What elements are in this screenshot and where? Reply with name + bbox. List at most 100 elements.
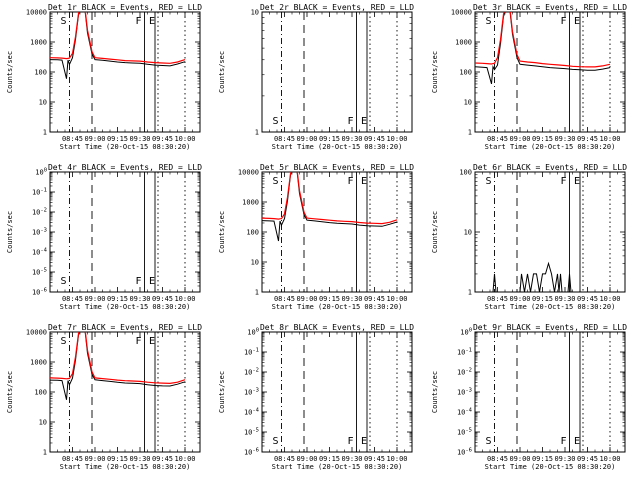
y-tick-label-base: 10 bbox=[32, 229, 40, 237]
y-tick-label: 1 bbox=[255, 289, 259, 297]
panel-det-1: Det 1r BLACK = Events, RED = LLD 1 10 100 10… bbox=[6, 3, 202, 151]
x-tick-label: 08:45 bbox=[62, 295, 83, 303]
y-tick-label: 10 bbox=[464, 229, 472, 237]
series-lld-line bbox=[475, 12, 611, 68]
x-tick-label: 10:00 bbox=[386, 135, 407, 143]
x-tick-label: 08:45 bbox=[487, 295, 508, 303]
series-lld-line bbox=[50, 332, 186, 385]
y-tick-label: 10-5 bbox=[457, 428, 472, 437]
series-events-line bbox=[262, 172, 398, 242]
y-tick-label-exp: -2 bbox=[465, 368, 472, 374]
plot-frame bbox=[49, 331, 201, 453]
panel-title: Det 9r BLACK = Events, RED = LLD bbox=[473, 323, 627, 332]
y-tick-label: 10-3 bbox=[457, 388, 472, 397]
plot-frame bbox=[49, 11, 201, 133]
event-marker-label: E bbox=[361, 436, 367, 447]
y-tick-label-base: 10 bbox=[32, 189, 40, 197]
y-tick-label: 10-4 bbox=[244, 408, 260, 417]
y-axis-label: Counts/sec bbox=[6, 371, 14, 413]
x-tick-label: 09:00 bbox=[84, 135, 105, 143]
y-tick-label-exp: -5 bbox=[465, 428, 472, 434]
y-tick-label-base: 10 bbox=[244, 409, 252, 417]
y-tick-label-base: 10 bbox=[457, 449, 465, 457]
y-tick-label: 10-5 bbox=[32, 268, 47, 277]
y-tick-label: 1000 bbox=[30, 39, 47, 47]
y-axis-label: Counts/sec bbox=[6, 211, 14, 253]
x-tick-label: 09:45 bbox=[152, 135, 173, 143]
y-tick-label: 10 bbox=[39, 419, 47, 427]
y-tick-label-exp: -2 bbox=[40, 208, 47, 214]
y-tick-label-exp: -5 bbox=[252, 428, 259, 434]
series-events-line bbox=[50, 12, 186, 79]
y-axis-label: Counts/sec bbox=[218, 51, 226, 93]
y-tick-label-exp: -5 bbox=[40, 268, 47, 274]
y-tick-label: 10-5 bbox=[244, 428, 259, 437]
x-tick-label: 09:15 bbox=[532, 295, 553, 303]
y-axis-label: Counts/sec bbox=[431, 51, 439, 93]
y-tick-label-base: 10 bbox=[32, 289, 40, 297]
y-tick-label-exp: -2 bbox=[252, 368, 259, 374]
y-axis-label: Counts/sec bbox=[431, 371, 439, 413]
x-tick-label: 09:15 bbox=[107, 455, 128, 463]
series-lld-line bbox=[262, 172, 398, 225]
panel-title: Det 7r BLACK = Events, RED = LLD bbox=[48, 323, 202, 332]
y-tick-label-exp: -6 bbox=[465, 448, 472, 454]
panel-title: Det 2r BLACK = Events, RED = LLD bbox=[260, 3, 414, 12]
y-tick-label: 10 bbox=[251, 9, 259, 17]
x-axis-label: Start Time (20-Oct-15 08:30:20) bbox=[60, 143, 191, 151]
panel-title: Det 5r BLACK = Events, RED = LLD bbox=[260, 163, 414, 172]
x-tick-label: 08:45 bbox=[274, 295, 295, 303]
y-tick-label: 10-2 bbox=[244, 368, 259, 377]
y-tick-label: 10-3 bbox=[244, 388, 259, 397]
x-tick-label: 09:45 bbox=[577, 135, 598, 143]
x-tick-label: 10:00 bbox=[386, 295, 407, 303]
y-tick-label-exp: 0 bbox=[256, 328, 259, 334]
event-marker-label: S bbox=[61, 336, 67, 347]
event-marker-label: S bbox=[486, 176, 492, 187]
event-marker-label: E bbox=[574, 176, 580, 187]
x-tick-label: 08:45 bbox=[274, 135, 295, 143]
x-axis-label: Start Time (20-Oct-15 08:30:20) bbox=[485, 143, 616, 151]
event-marker-label: F bbox=[561, 176, 567, 187]
x-tick-label: 10:00 bbox=[386, 455, 407, 463]
y-tick-label-exp: 0 bbox=[469, 328, 472, 334]
x-axis-label: Start Time (20-Oct-15 08:30:20) bbox=[272, 143, 403, 151]
y-tick-label-base: 10 bbox=[460, 329, 468, 337]
x-tick-label: 10:00 bbox=[174, 135, 195, 143]
x-tick-label: 08:45 bbox=[487, 135, 508, 143]
y-tick-label: 100 bbox=[34, 69, 47, 77]
plot-frame bbox=[474, 11, 626, 133]
panel-det-7: Det 7r BLACK = Events, RED = LLD 1 10 100 10… bbox=[6, 323, 202, 471]
y-tick-label: 10-3 bbox=[32, 228, 47, 237]
x-tick-label: 10:00 bbox=[599, 135, 620, 143]
x-tick-label: 10:00 bbox=[174, 295, 195, 303]
series-events-line bbox=[475, 12, 611, 85]
x-tick-label: 09:30 bbox=[129, 455, 150, 463]
y-tick-label-exp: -3 bbox=[252, 388, 259, 394]
x-tick-label: 09:45 bbox=[152, 295, 173, 303]
x-tick-label: 09:00 bbox=[509, 135, 530, 143]
plot-frame bbox=[474, 331, 626, 453]
x-tick-label: 09:30 bbox=[129, 295, 150, 303]
series-events-line bbox=[475, 261, 610, 292]
y-tick-label: 100 bbox=[35, 168, 47, 177]
panel-det-2: Det 2r BLACK = Events, RED = LLD 1 10 Count… bbox=[218, 3, 414, 151]
x-tick-label: 10:00 bbox=[174, 455, 195, 463]
y-tick-label: 10000 bbox=[238, 169, 259, 177]
y-tick-label-base: 10 bbox=[244, 429, 252, 437]
y-tick-label-exp: -6 bbox=[40, 288, 47, 294]
event-marker-label: F bbox=[348, 176, 354, 187]
x-axis-label: Start Time (20-Oct-15 08:30:20) bbox=[272, 303, 403, 311]
x-tick-label: 09:30 bbox=[341, 455, 362, 463]
y-tick-label-base: 10 bbox=[244, 349, 252, 357]
y-tick-label: 100 bbox=[459, 69, 472, 77]
x-tick-label: 09:15 bbox=[319, 455, 340, 463]
event-marker-label: E bbox=[361, 116, 367, 127]
y-tick-label: 10-1 bbox=[457, 348, 472, 357]
event-marker-label: F bbox=[136, 276, 142, 287]
y-tick-label: 10-2 bbox=[457, 368, 472, 377]
y-tick-label: 10000 bbox=[451, 9, 472, 17]
panel-title: Det 3r BLACK = Events, RED = LLD bbox=[473, 3, 627, 12]
y-tick-label: 100 bbox=[247, 328, 259, 337]
